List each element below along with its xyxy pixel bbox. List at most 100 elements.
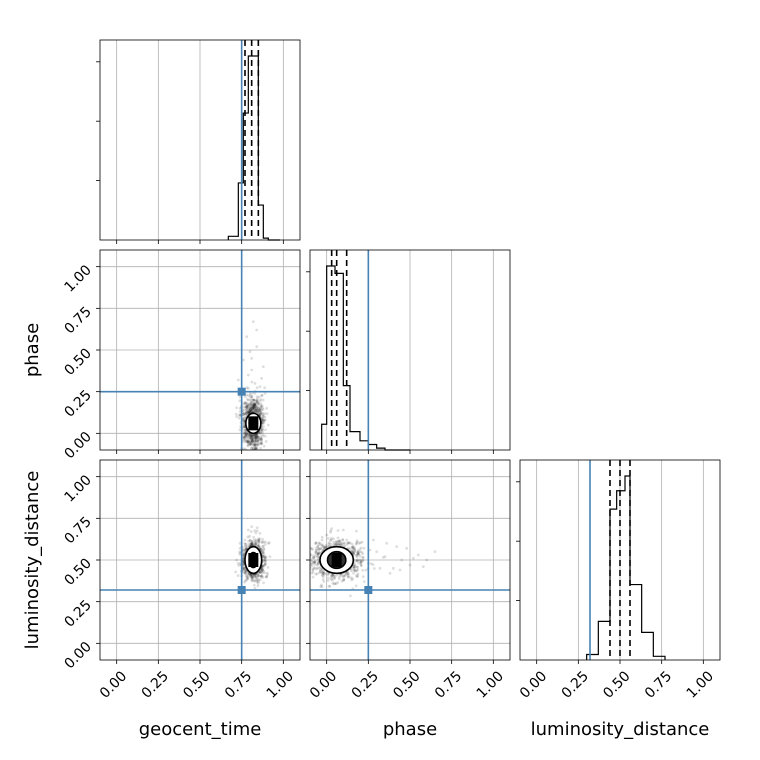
sample-point: [238, 410, 242, 414]
sample-point: [262, 425, 265, 428]
sample-point: [293, 539, 296, 542]
sample-point: [343, 544, 347, 548]
sample-point: [342, 574, 346, 578]
sample-point: [259, 574, 263, 578]
sample-point: [251, 543, 255, 546]
sample-point: [249, 542, 253, 546]
sample-point: [261, 427, 265, 431]
sample-point: [313, 563, 317, 567]
x-tick-label: 0.75: [432, 668, 465, 701]
sample-point: [245, 439, 249, 443]
sample-point: [266, 572, 270, 576]
sample-point: [316, 555, 320, 559]
sample-point: [352, 551, 355, 554]
sample-point: [247, 404, 250, 408]
sample-point: [254, 433, 258, 437]
sample-point: [354, 559, 358, 562]
sample-point: [346, 541, 350, 544]
sample-point: [244, 569, 247, 572]
sample-point: [321, 544, 325, 548]
sample-point: [254, 447, 258, 450]
sample-point: [250, 400, 253, 404]
sample-point: [252, 440, 256, 444]
sample-point: [350, 569, 353, 573]
sample-point: [405, 546, 409, 550]
sample-point: [354, 542, 358, 546]
sample-point: [333, 574, 337, 578]
sample-point: [264, 439, 268, 443]
sample-point: [245, 453, 248, 456]
sample-point: [235, 558, 239, 562]
panel-phase-phase: [306, 249, 511, 454]
sample-point: [253, 403, 257, 407]
sample-point: [257, 540, 261, 543]
sample-point: [261, 418, 265, 422]
sample-point: [242, 553, 246, 557]
sample-point: [242, 411, 246, 415]
sample-point: [249, 403, 253, 407]
sample-point: [331, 578, 334, 582]
sample-point: [246, 572, 250, 576]
sample-point: [259, 398, 263, 401]
sample-point: [261, 365, 265, 369]
sample-point: [260, 548, 263, 552]
sample-point: [252, 438, 256, 442]
sample-point: [361, 568, 365, 572]
y-axis-label-phase: phase: [22, 323, 43, 377]
sample-point: [243, 434, 247, 437]
sample-point: [245, 439, 249, 443]
sample-point: [252, 448, 256, 450]
sample-point: [259, 435, 262, 439]
sample-point: [358, 554, 362, 558]
sample-point: [255, 446, 259, 449]
sample-point: [323, 545, 327, 549]
sample-point: [254, 407, 258, 410]
sample-point: [245, 410, 249, 414]
sample-point: [318, 541, 322, 545]
sample-point: [319, 569, 322, 573]
sample-point: [266, 565, 270, 569]
sample-point: [316, 552, 320, 556]
sample-point: [260, 417, 264, 421]
sample-point: [259, 548, 263, 551]
sample-point: [244, 570, 247, 574]
sample-point: [330, 576, 334, 580]
sample-point: [336, 536, 340, 540]
sample-point: [245, 410, 249, 414]
density-peak: [248, 553, 259, 567]
sample-point: [263, 415, 267, 419]
sample-point: [362, 580, 366, 583]
sample-point: [338, 540, 342, 544]
sample-point: [245, 386, 249, 390]
sample-point: [243, 401, 247, 405]
sample-point: [251, 409, 255, 413]
sample-point: [259, 409, 263, 413]
sample-point: [250, 380, 254, 384]
sample-point: [253, 437, 257, 440]
sample-point: [335, 543, 339, 547]
sample-point: [260, 568, 264, 572]
sample-point: [261, 537, 264, 541]
sample-point: [258, 578, 262, 581]
sample-point: [251, 443, 255, 447]
sample-point: [338, 539, 342, 543]
sample-point: [260, 394, 264, 398]
sample-point: [236, 378, 240, 382]
sample-point: [253, 543, 257, 547]
sample-point: [352, 571, 355, 575]
sample-point: [252, 403, 255, 407]
sample-point: [248, 409, 252, 413]
sample-point: [355, 569, 359, 572]
sample-point: [260, 441, 264, 445]
panel-frame: [309, 459, 511, 661]
sample-point: [253, 443, 257, 447]
sample-point: [244, 433, 248, 437]
sample-point: [315, 548, 319, 552]
sample-point: [256, 574, 260, 578]
sample-point: [356, 551, 360, 555]
sample-point: [248, 573, 252, 577]
sample-point: [297, 557, 300, 560]
sample-point: [243, 431, 247, 435]
sample-point: [319, 570, 322, 574]
sample-point: [238, 552, 242, 556]
